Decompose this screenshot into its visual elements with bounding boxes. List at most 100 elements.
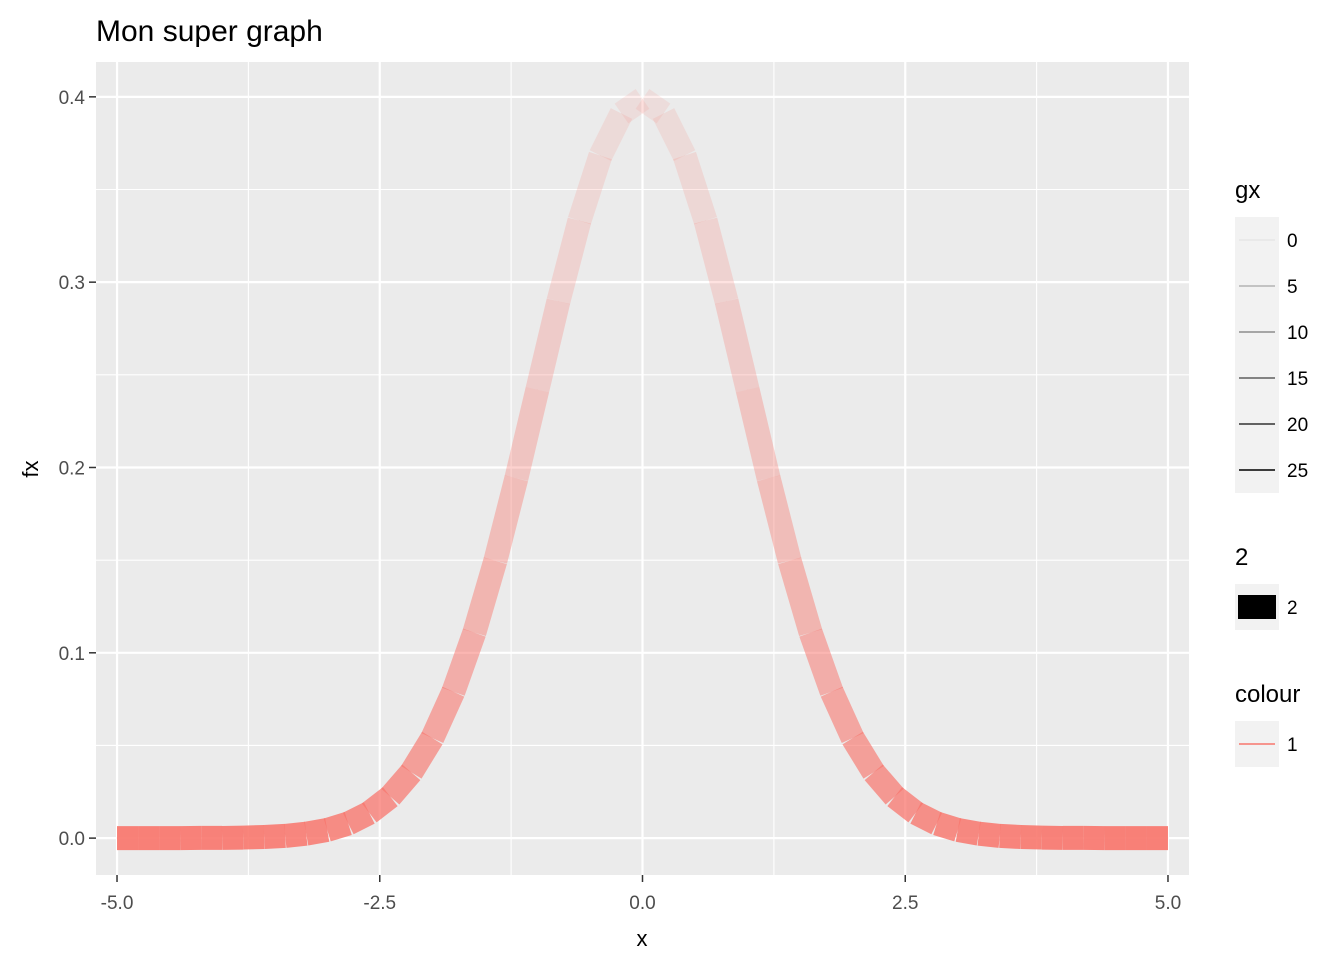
grid (96, 62, 1189, 875)
data-point (999, 835, 1001, 837)
data-point (599, 155, 601, 157)
legend-label: 5 (1287, 277, 1298, 298)
data-point (810, 632, 812, 634)
curve-segment (977, 821, 1002, 848)
curve-segment (1020, 825, 1043, 850)
data-point (663, 113, 665, 115)
curve-segment (778, 557, 823, 636)
x-tick-label: 5.0 (1155, 893, 1181, 914)
data-point (158, 837, 160, 839)
y-tick-label: 0.2 (59, 458, 85, 479)
legend-key-swatch (1238, 595, 1276, 619)
curve-segment (842, 731, 884, 779)
legend-title: 2 (1235, 544, 1248, 571)
data-point (326, 829, 328, 831)
data-point (305, 833, 307, 835)
data-point (242, 837, 244, 839)
data-point (1083, 837, 1085, 839)
curve-segment (242, 825, 265, 850)
curve-segment (323, 812, 352, 842)
density-curve (116, 89, 1169, 851)
data-point (578, 220, 580, 222)
data-point (515, 477, 517, 479)
legend-label: 1 (1287, 735, 1298, 756)
curve-segment (735, 386, 781, 481)
data-point (684, 155, 686, 157)
x-tick-label: 0.0 (629, 893, 655, 914)
data-point (957, 829, 959, 831)
legend-1: 22 (1235, 544, 1298, 630)
curve-segment (568, 151, 612, 225)
data-point (116, 837, 118, 839)
data-point (1062, 837, 1064, 839)
curve-segment (799, 628, 843, 696)
data-point (137, 837, 139, 839)
legend-label: 10 (1287, 323, 1308, 344)
data-point (747, 389, 749, 391)
chart-title: Mon super graph (96, 15, 323, 48)
data-point (263, 836, 265, 838)
data-point (221, 837, 223, 839)
legend-2: colour 1 (1235, 681, 1300, 767)
curve-segment (342, 802, 375, 835)
y-tick-label: 0.3 (59, 273, 85, 294)
data-point (1104, 837, 1106, 839)
y-tick-label: 0.1 (59, 644, 85, 665)
data-point (1125, 837, 1127, 839)
data-point (642, 98, 643, 100)
legend-0: gx 0 5 10 15 20 25 (1235, 177, 1308, 493)
data-point (936, 822, 938, 824)
data-point (873, 771, 875, 773)
curve-segment (864, 764, 904, 805)
curve-segment (635, 89, 671, 124)
data-point (347, 822, 349, 824)
curve-segment (462, 557, 507, 636)
data-point (494, 560, 496, 562)
axes: -5.0 -2.5 0.0 2.5 5.0 0.0 0.1 0.2 0.3 0.4 (59, 88, 1182, 914)
y-tick-label: 0.0 (59, 829, 85, 850)
data-point (200, 837, 202, 839)
curve-segment (820, 686, 864, 744)
data-point (179, 837, 181, 839)
curve-segment (283, 821, 308, 848)
legend-label: 2 (1287, 598, 1298, 619)
legend-label: 20 (1287, 415, 1308, 436)
data-point (915, 812, 917, 814)
data-point (431, 737, 433, 739)
legend-label: 0 (1287, 231, 1298, 252)
legend-title: gx (1235, 177, 1260, 204)
curve-segment (401, 731, 443, 779)
curve-segment (714, 298, 760, 393)
legend-label: 15 (1287, 369, 1308, 390)
curve-segment (652, 108, 696, 161)
data-point (831, 691, 833, 693)
curve-segment (504, 386, 550, 481)
x-tick-label: -5.0 (101, 893, 134, 914)
curve-segment (933, 812, 962, 842)
legend-label: 25 (1287, 461, 1308, 482)
curve-segment (263, 823, 286, 849)
curve-segment (304, 818, 330, 846)
data-point (1041, 837, 1043, 839)
x-tick-label: -2.5 (363, 893, 396, 914)
data-point (768, 477, 770, 479)
data-point (536, 389, 538, 391)
data-point (368, 812, 370, 814)
y-tick-label: 0.4 (59, 88, 86, 109)
data-point (473, 632, 475, 634)
curve-segment (614, 89, 650, 124)
data-point (978, 833, 980, 835)
curve-segment (693, 217, 739, 305)
data-point (894, 796, 896, 798)
data-point (557, 300, 559, 302)
curve-segment (525, 298, 571, 393)
data-point (705, 220, 707, 222)
curve-segment (887, 787, 924, 823)
curve-segment (756, 475, 802, 564)
data-point (789, 560, 791, 562)
legend-title: colour (1235, 681, 1300, 708)
data-point (852, 737, 854, 739)
data-point (620, 113, 622, 115)
